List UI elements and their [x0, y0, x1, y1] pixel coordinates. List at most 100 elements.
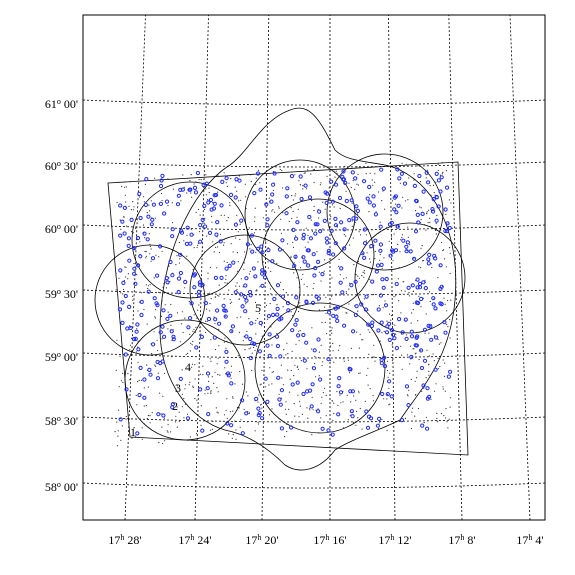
faint-source [307, 169, 309, 171]
detected-source [389, 327, 395, 333]
detected-source [139, 299, 144, 304]
faint-source [437, 163, 439, 165]
faint-source [122, 288, 125, 291]
detected-source [329, 228, 334, 233]
faint-source [436, 417, 438, 419]
detected-source [280, 294, 286, 299]
faint-source [255, 333, 257, 335]
detected-source [120, 300, 125, 305]
faint-source [357, 173, 359, 175]
faint-source [398, 300, 400, 302]
detected-source [445, 185, 450, 190]
detected-source [265, 399, 270, 404]
faint-source [447, 299, 449, 302]
faint-source [248, 318, 250, 320]
pointing-circle [326, 153, 444, 271]
faint-source [202, 374, 204, 376]
detected-source [422, 327, 427, 332]
faint-source [401, 354, 403, 356]
label-part: 17 [516, 533, 528, 547]
detected-source [393, 248, 399, 253]
detected-source [222, 308, 227, 313]
faint-source [401, 368, 403, 370]
detected-source [225, 421, 230, 426]
detected-source [237, 178, 242, 183]
detected-source [432, 253, 437, 258]
faint-source [434, 229, 436, 231]
faint-source [299, 184, 302, 186]
faint-source [228, 289, 230, 291]
detected-source [363, 307, 368, 312]
faint-source [442, 386, 444, 388]
faint-source [223, 242, 225, 244]
detected-source [353, 279, 358, 284]
faint-source [444, 303, 446, 305]
faint-source [441, 241, 443, 244]
faint-source [343, 360, 345, 362]
detected-source [224, 176, 229, 181]
label-part: 17 [313, 533, 325, 547]
faint-source [415, 394, 417, 396]
faint-source [239, 370, 241, 373]
detected-source [168, 259, 173, 265]
detected-source [395, 167, 400, 172]
faint-source [282, 289, 284, 291]
field-number: 4 [185, 360, 191, 374]
detected-source [354, 204, 359, 209]
detected-source [199, 334, 204, 339]
faint-source [202, 365, 204, 367]
detected-source [133, 281, 138, 286]
faint-source [257, 169, 260, 171]
faint-source [172, 188, 174, 190]
faint-source [378, 191, 380, 193]
faint-source [287, 369, 289, 371]
faint-source [347, 419, 349, 421]
faint-source [335, 170, 337, 172]
detected-source [330, 432, 335, 437]
detected-source [124, 387, 129, 392]
faint-source [311, 199, 313, 202]
faint-source [249, 248, 251, 250]
field-number: 2 [172, 399, 178, 413]
faint-source [440, 413, 443, 415]
detected-source [253, 274, 258, 279]
faint-source [295, 193, 297, 195]
detected-source [275, 283, 281, 288]
faint-source [292, 246, 295, 248]
faint-source [255, 183, 257, 186]
faint-source [416, 331, 418, 333]
coordinate-label: 17h 12' [378, 533, 411, 547]
detected-source [291, 227, 296, 232]
detected-source [307, 195, 313, 200]
detected-source [196, 293, 202, 298]
detected-source [169, 329, 174, 334]
faint-source [189, 381, 191, 383]
faint-source [387, 376, 389, 378]
faint-source [162, 395, 164, 397]
detected-source [301, 255, 306, 260]
faint-source [334, 176, 336, 178]
faint-source [223, 341, 225, 343]
label-part: 58 [45, 414, 57, 428]
faint-source [257, 401, 259, 403]
detected-source [278, 402, 283, 407]
faint-source [193, 439, 195, 441]
faint-source [243, 408, 245, 410]
faint-source [228, 433, 230, 435]
faint-source [240, 278, 242, 280]
detected-source [158, 244, 163, 249]
label-part: 28' [124, 533, 141, 547]
detected-source [445, 221, 450, 226]
faint-source [184, 403, 186, 405]
faint-source [402, 196, 404, 198]
detected-source [391, 332, 396, 337]
faint-source [437, 421, 439, 423]
faint-source [149, 284, 151, 286]
faint-source [223, 260, 225, 262]
detected-source [421, 383, 426, 388]
label-part: 17 [108, 533, 120, 547]
faint-source [232, 397, 234, 399]
detected-source [218, 239, 223, 244]
detected-source [200, 282, 205, 288]
faint-source [211, 376, 213, 378]
